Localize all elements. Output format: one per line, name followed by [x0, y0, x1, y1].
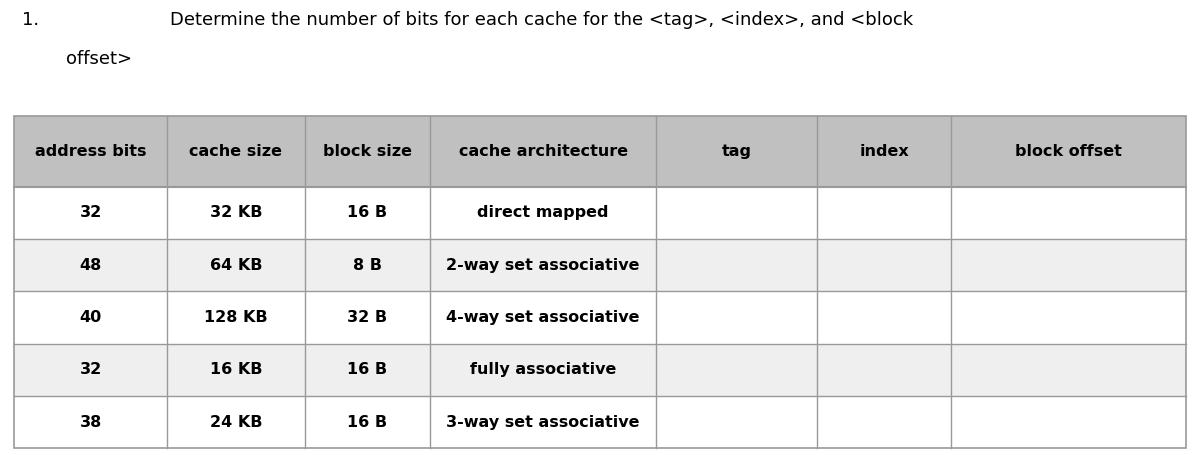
Text: 16 B: 16 B [348, 415, 388, 430]
Bar [14, 291, 1186, 344]
Text: 24 KB: 24 KB [210, 415, 262, 430]
Text: 16 B: 16 B [348, 362, 388, 377]
Text: 16 B: 16 B [348, 205, 388, 220]
Text: fully associative: fully associative [470, 362, 617, 377]
Text: 16 KB: 16 KB [210, 362, 262, 377]
Text: 3-way set associative: 3-way set associative [446, 415, 640, 430]
Text: 32 B: 32 B [348, 310, 388, 325]
Text: 1.: 1. [22, 11, 38, 30]
Text: cache architecture: cache architecture [458, 144, 628, 159]
Text: Determine the number of bits for each cache for the <tag>, <index>, and <block: Determine the number of bits for each ca… [170, 11, 913, 30]
Bar [14, 396, 1186, 448]
Text: 64 KB: 64 KB [210, 258, 262, 273]
Bar [14, 239, 1186, 291]
Text: 32: 32 [79, 205, 102, 220]
Text: block size: block size [323, 144, 412, 159]
Text: cache size: cache size [190, 144, 282, 159]
Bar [14, 344, 1186, 396]
Text: index: index [859, 144, 908, 159]
Text: offset>: offset> [66, 50, 132, 68]
Text: 128 KB: 128 KB [204, 310, 268, 325]
Text: 32 KB: 32 KB [210, 205, 262, 220]
Text: 40: 40 [79, 310, 102, 325]
Text: 32: 32 [79, 362, 102, 377]
Bar [14, 116, 1186, 187]
Text: 38: 38 [79, 415, 102, 430]
Text: 48: 48 [79, 258, 102, 273]
Text: address bits: address bits [35, 144, 146, 159]
Text: 8 B: 8 B [353, 258, 382, 273]
Text: tag: tag [721, 144, 751, 159]
Text: direct mapped: direct mapped [478, 205, 608, 220]
Text: 4-way set associative: 4-way set associative [446, 310, 640, 325]
Bar [14, 116, 1186, 448]
Bar [14, 187, 1186, 239]
Text: 2-way set associative: 2-way set associative [446, 258, 640, 273]
Text: block offset: block offset [1015, 144, 1122, 159]
